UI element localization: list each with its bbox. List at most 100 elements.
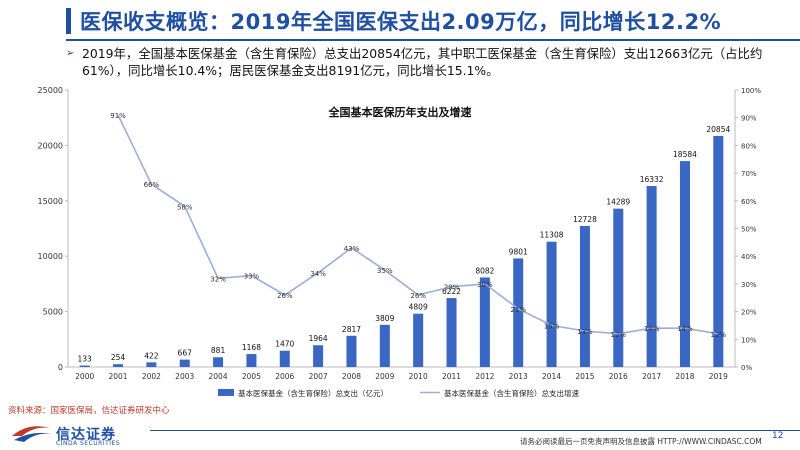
bar — [213, 357, 224, 367]
x-tick-label: 2010 — [409, 372, 428, 381]
bar — [279, 350, 290, 367]
bar-value-label: 20854 — [706, 125, 730, 134]
growth-rate-label: 66% — [144, 181, 160, 189]
data-source: 资料来源：国家医保局，信达证券研发中心 — [8, 406, 170, 416]
bar-value-label: 12728 — [573, 215, 597, 224]
company-logo — [12, 426, 52, 442]
bar — [346, 335, 357, 367]
right-tick-label: 70% — [741, 170, 757, 178]
growth-rate-label: 26% — [410, 292, 426, 300]
growth-rate-label: 13% — [577, 328, 593, 336]
x-tick-label: 2006 — [275, 372, 294, 381]
bar-value-label: 2817 — [342, 325, 361, 334]
page-title: 医保收支概览：2019年全国医保支出2.09万亿，同比增长12.2% — [80, 10, 722, 34]
bar-value-label: 14289 — [606, 198, 630, 207]
left-tick-label: 20000 — [38, 141, 63, 150]
right-tick-label: 60% — [741, 198, 757, 206]
title-accent-bar — [66, 8, 71, 34]
x-tick-label: 2013 — [509, 372, 528, 381]
x-tick-label: 2019 — [709, 372, 728, 381]
bar — [446, 298, 457, 367]
bar-value-label: 1470 — [275, 340, 294, 349]
x-tick-label: 2005 — [242, 372, 261, 381]
bar-value-label: 11308 — [540, 231, 564, 240]
logo-swoosh-red — [12, 426, 50, 436]
right-tick-label: 40% — [741, 253, 757, 261]
growth-rate-line — [117, 114, 719, 335]
legend-line-label: 基本医保基金（含生育保险）总支出增速 — [444, 388, 579, 398]
page-number: 12 — [772, 431, 784, 441]
growth-rate-label: 12% — [610, 331, 626, 339]
right-tick-label: 100% — [741, 87, 761, 95]
growth-rate-label: 21% — [510, 306, 526, 314]
bar — [146, 362, 157, 367]
bar — [646, 186, 657, 367]
bar-value-label: 881 — [211, 346, 226, 355]
growth-rate-label: 12% — [711, 331, 727, 339]
legend-bar-swatch — [218, 389, 234, 396]
bar — [679, 161, 690, 367]
growth-rate-label: 14% — [644, 325, 660, 333]
right-tick-label: 30% — [741, 281, 757, 289]
x-tick-label: 2002 — [142, 372, 161, 381]
bar-value-label: 422 — [144, 351, 159, 360]
expenditure-chart: 0 5000 10000 15000 20000 25000 0% 10% 20% 30% 40% 5… — [38, 86, 762, 398]
growth-rate-label: 91% — [110, 112, 126, 120]
right-tick-label: 50% — [741, 226, 757, 234]
growth-rate-label: 35% — [377, 267, 393, 275]
growth-rate-label: 15% — [544, 322, 560, 330]
x-tick-label: 2003 — [175, 372, 194, 381]
logo-name-cn: 信达证券 — [56, 427, 116, 443]
title-divider — [66, 39, 800, 41]
growth-rate-label: 30% — [477, 281, 493, 289]
x-tick-label: 2018 — [675, 372, 694, 381]
left-tick-label: 25000 — [38, 86, 63, 95]
summary-bullet: ➢ 2019年，全国基本医保基金（含生育保险）总支出20854亿元，其中职工医保… — [66, 45, 766, 79]
arrow-bullet-icon: ➢ — [66, 48, 75, 59]
bar — [513, 258, 524, 367]
bar-value-label: 3809 — [375, 314, 394, 323]
bar — [713, 135, 724, 367]
right-tick-label: 0% — [741, 364, 752, 372]
right-tick-label: 90% — [741, 115, 757, 123]
bar-value-label: 18584 — [673, 150, 697, 159]
growth-rate-label: 29% — [444, 284, 460, 292]
x-tick-label: 2012 — [475, 372, 494, 381]
bar-value-label: 254 — [111, 353, 126, 362]
bar-value-label: 1168 — [242, 343, 261, 352]
growth-rate-label: 34% — [310, 270, 326, 278]
growth-rate-label: 26% — [277, 292, 293, 300]
growth-rate-label: 14% — [677, 325, 693, 333]
bar-value-label: 133 — [78, 355, 93, 364]
logo-swoosh-blue — [14, 432, 52, 442]
bar-value-label: 1964 — [309, 334, 328, 343]
bar — [413, 313, 424, 367]
bar-value-label: 16332 — [640, 175, 664, 184]
x-tick-label: 2009 — [375, 372, 394, 381]
right-tick-label: 10% — [741, 336, 757, 344]
bar — [246, 354, 257, 367]
x-tick-label: 2016 — [609, 372, 628, 381]
bar — [546, 241, 557, 367]
bar-value-label: 6222 — [442, 287, 461, 296]
right-tick-label: 80% — [741, 142, 757, 150]
x-tick-label: 2001 — [108, 372, 127, 381]
chart-title: 全国基本医保历年支出及增速 — [328, 105, 472, 119]
bar-value-label: 8082 — [475, 266, 494, 275]
legend-bar-label: 基本医保基金（含生育保险）总支出（亿元） — [238, 388, 388, 398]
bar — [113, 364, 124, 367]
growth-rate-label: 32% — [210, 275, 226, 283]
title-bar: 医保收支概览：2019年全国医保支出2.09万亿，同比增长12.2% — [0, 0, 800, 41]
bar-value-label: 4809 — [409, 303, 428, 312]
bar — [479, 277, 490, 367]
left-tick-label: 0 — [58, 363, 63, 372]
bar — [179, 359, 190, 367]
bar — [313, 345, 324, 367]
summary-text: 2019年，全国基本医保基金（含生育保险）总支出20854亿元，其中职工医保基金… — [82, 46, 763, 78]
bar-value-label: 9801 — [509, 247, 528, 256]
x-tick-label: 2004 — [209, 372, 228, 381]
left-tick-label: 10000 — [38, 252, 63, 261]
bar — [613, 208, 624, 367]
footer-divider — [150, 430, 800, 431]
growth-rate-label: 58% — [177, 203, 193, 211]
